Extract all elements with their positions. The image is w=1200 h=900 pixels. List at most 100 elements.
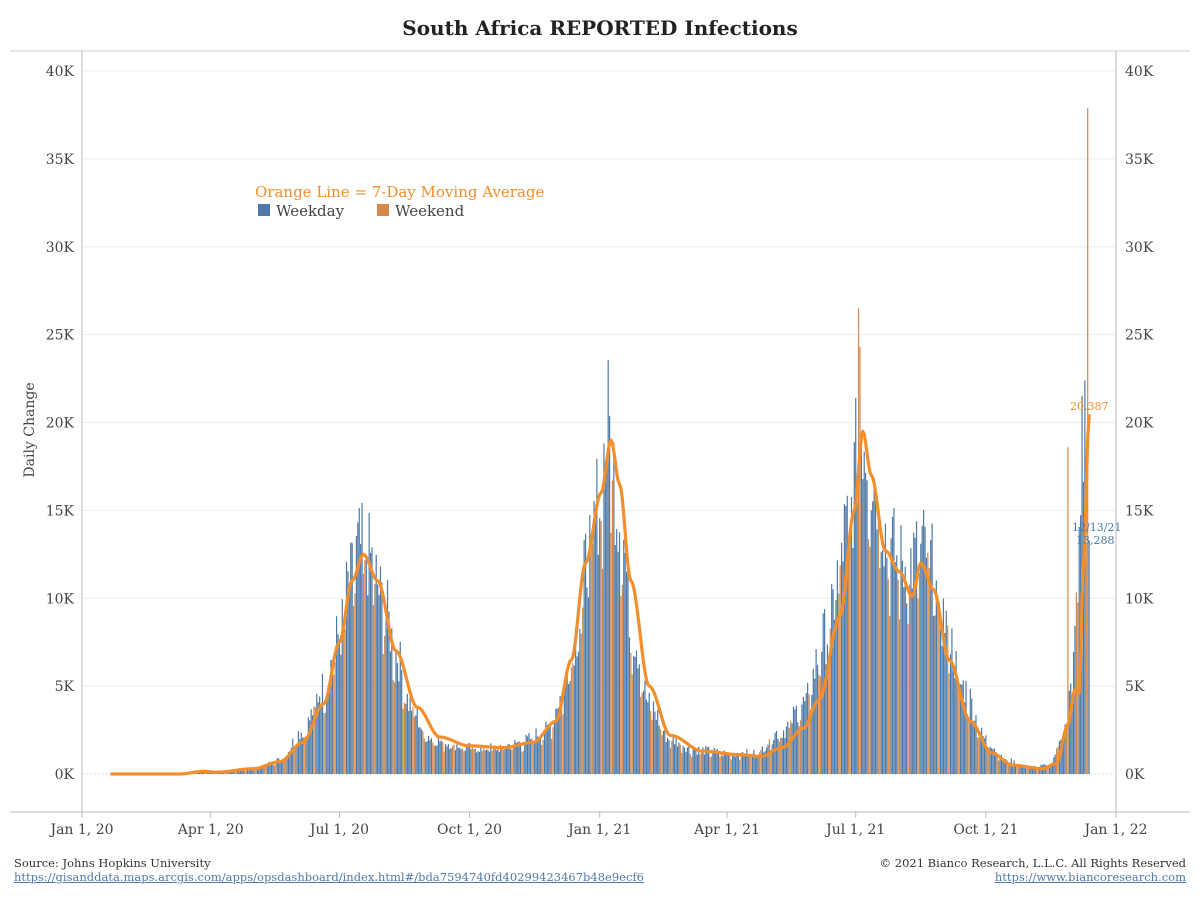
bar-weekday [454,750,457,774]
bar-weekday [548,727,550,774]
bar-weekday [959,684,962,774]
bar-weekday [256,768,258,774]
bar-weekday [923,509,925,774]
bar-weekday [378,594,380,774]
site-link-text[interactable]: https://www.biancoresearch.com [994,870,1186,884]
bar-weekday [480,745,482,774]
bar-weekday [296,743,298,774]
bar-weekend [768,739,771,774]
bar-weekday [519,744,522,774]
bar-weekend [938,602,940,774]
bar-weekday [825,664,827,774]
bar-weekend [760,750,762,774]
bar-weekday [832,589,834,774]
bar-weekend [344,628,346,774]
bar-weekday [672,736,674,774]
bar-weekday [961,684,963,774]
bar-weekday [685,752,687,774]
site-link[interactable]: https://www.biancoresearch.com [995,870,1186,884]
bar-weekday [232,771,234,774]
y-tick-label-right: 10K [1125,591,1154,607]
bar-weekday [545,721,547,774]
bar-weekend [265,764,267,774]
bar-weekday [1088,540,1090,774]
bar-weekday [278,758,280,774]
bar-weekend [1075,592,1077,774]
bar-weekday [638,664,640,774]
y-tick-label-left: 15K [46,503,75,519]
bar-weekday [340,654,342,774]
bar-weekday [801,704,803,774]
bar-weekend [531,738,533,774]
bar-weekday [623,539,625,774]
bar-weekday [856,501,858,774]
bar-weekend [1017,766,1020,774]
bar-weekday [276,758,278,774]
bar-weekday [1074,625,1076,774]
bar-weekend [372,605,374,774]
bar-weekday [447,744,449,774]
bar-weekday [425,741,427,774]
bar-weekday [266,765,268,774]
bar-weekend [422,731,424,774]
bar-weekday [880,552,882,774]
bar-weekday [269,764,271,774]
bar-weekend [1067,447,1069,774]
bar-weekday [406,693,408,774]
bar-weekday [415,715,417,774]
bar-weekday [1020,764,1022,774]
bar-weekday [440,740,442,774]
bar-weekend [661,735,663,774]
bar-weekday [754,756,756,774]
bar-weekend [483,747,485,774]
bar-weekday [712,752,714,774]
bar-weekend [314,707,316,774]
bar-weekend [956,677,959,774]
bar-weekend [679,744,681,774]
bar-weekday [395,650,397,774]
bar-weekday [733,754,735,774]
bar-weekday [949,654,952,774]
bars-group [173,107,1090,775]
bar-weekend [394,682,396,774]
bar-weekend [988,747,990,774]
bar-weekend [947,625,949,774]
source-link[interactable]: https://gisanddata.maps.arcgis.com/apps/… [14,870,644,884]
bar-weekday [593,500,595,774]
bar-weekend [770,750,772,774]
bar-weekend [908,584,911,774]
bar-weekday [528,732,530,774]
bar-weekend [720,753,722,774]
bar-weekend [1077,602,1079,774]
bar-weekday [893,508,895,774]
bar-weekday [316,693,318,774]
bar-weekend [1026,768,1028,774]
bar-weekday [338,639,341,774]
x-tick-label: Oct 1, 20 [437,822,502,838]
y-axis-title: Daily Change [22,382,38,477]
bar-weekend [442,742,444,774]
bar-weekend [413,716,416,774]
bar-weekend [235,771,237,774]
bar-weekend [689,753,691,774]
bar-weekday [696,754,698,774]
bar-weekend [778,741,780,774]
bar-weekday [903,587,905,774]
bar-weekday [726,752,728,774]
bar-weekday [355,535,358,774]
bar-weekday [575,627,577,774]
bar-weekday [925,557,928,774]
bar-weekend [433,745,435,774]
bar-weekday [751,754,754,774]
y-tick-label-left: 0K [55,767,75,783]
bar-weekend [512,744,515,774]
source-link-text[interactable]: https://gisanddata.maps.arcgis.com/apps/… [14,870,644,884]
bar-weekend [857,308,860,774]
bar-weekday [884,523,887,774]
bar-weekend [986,746,988,774]
bar-weekday [399,641,401,774]
bar-weekend [471,747,474,774]
bar-weekend [343,628,345,774]
bar-weekend [699,754,701,774]
bar-weekend [1065,723,1068,774]
